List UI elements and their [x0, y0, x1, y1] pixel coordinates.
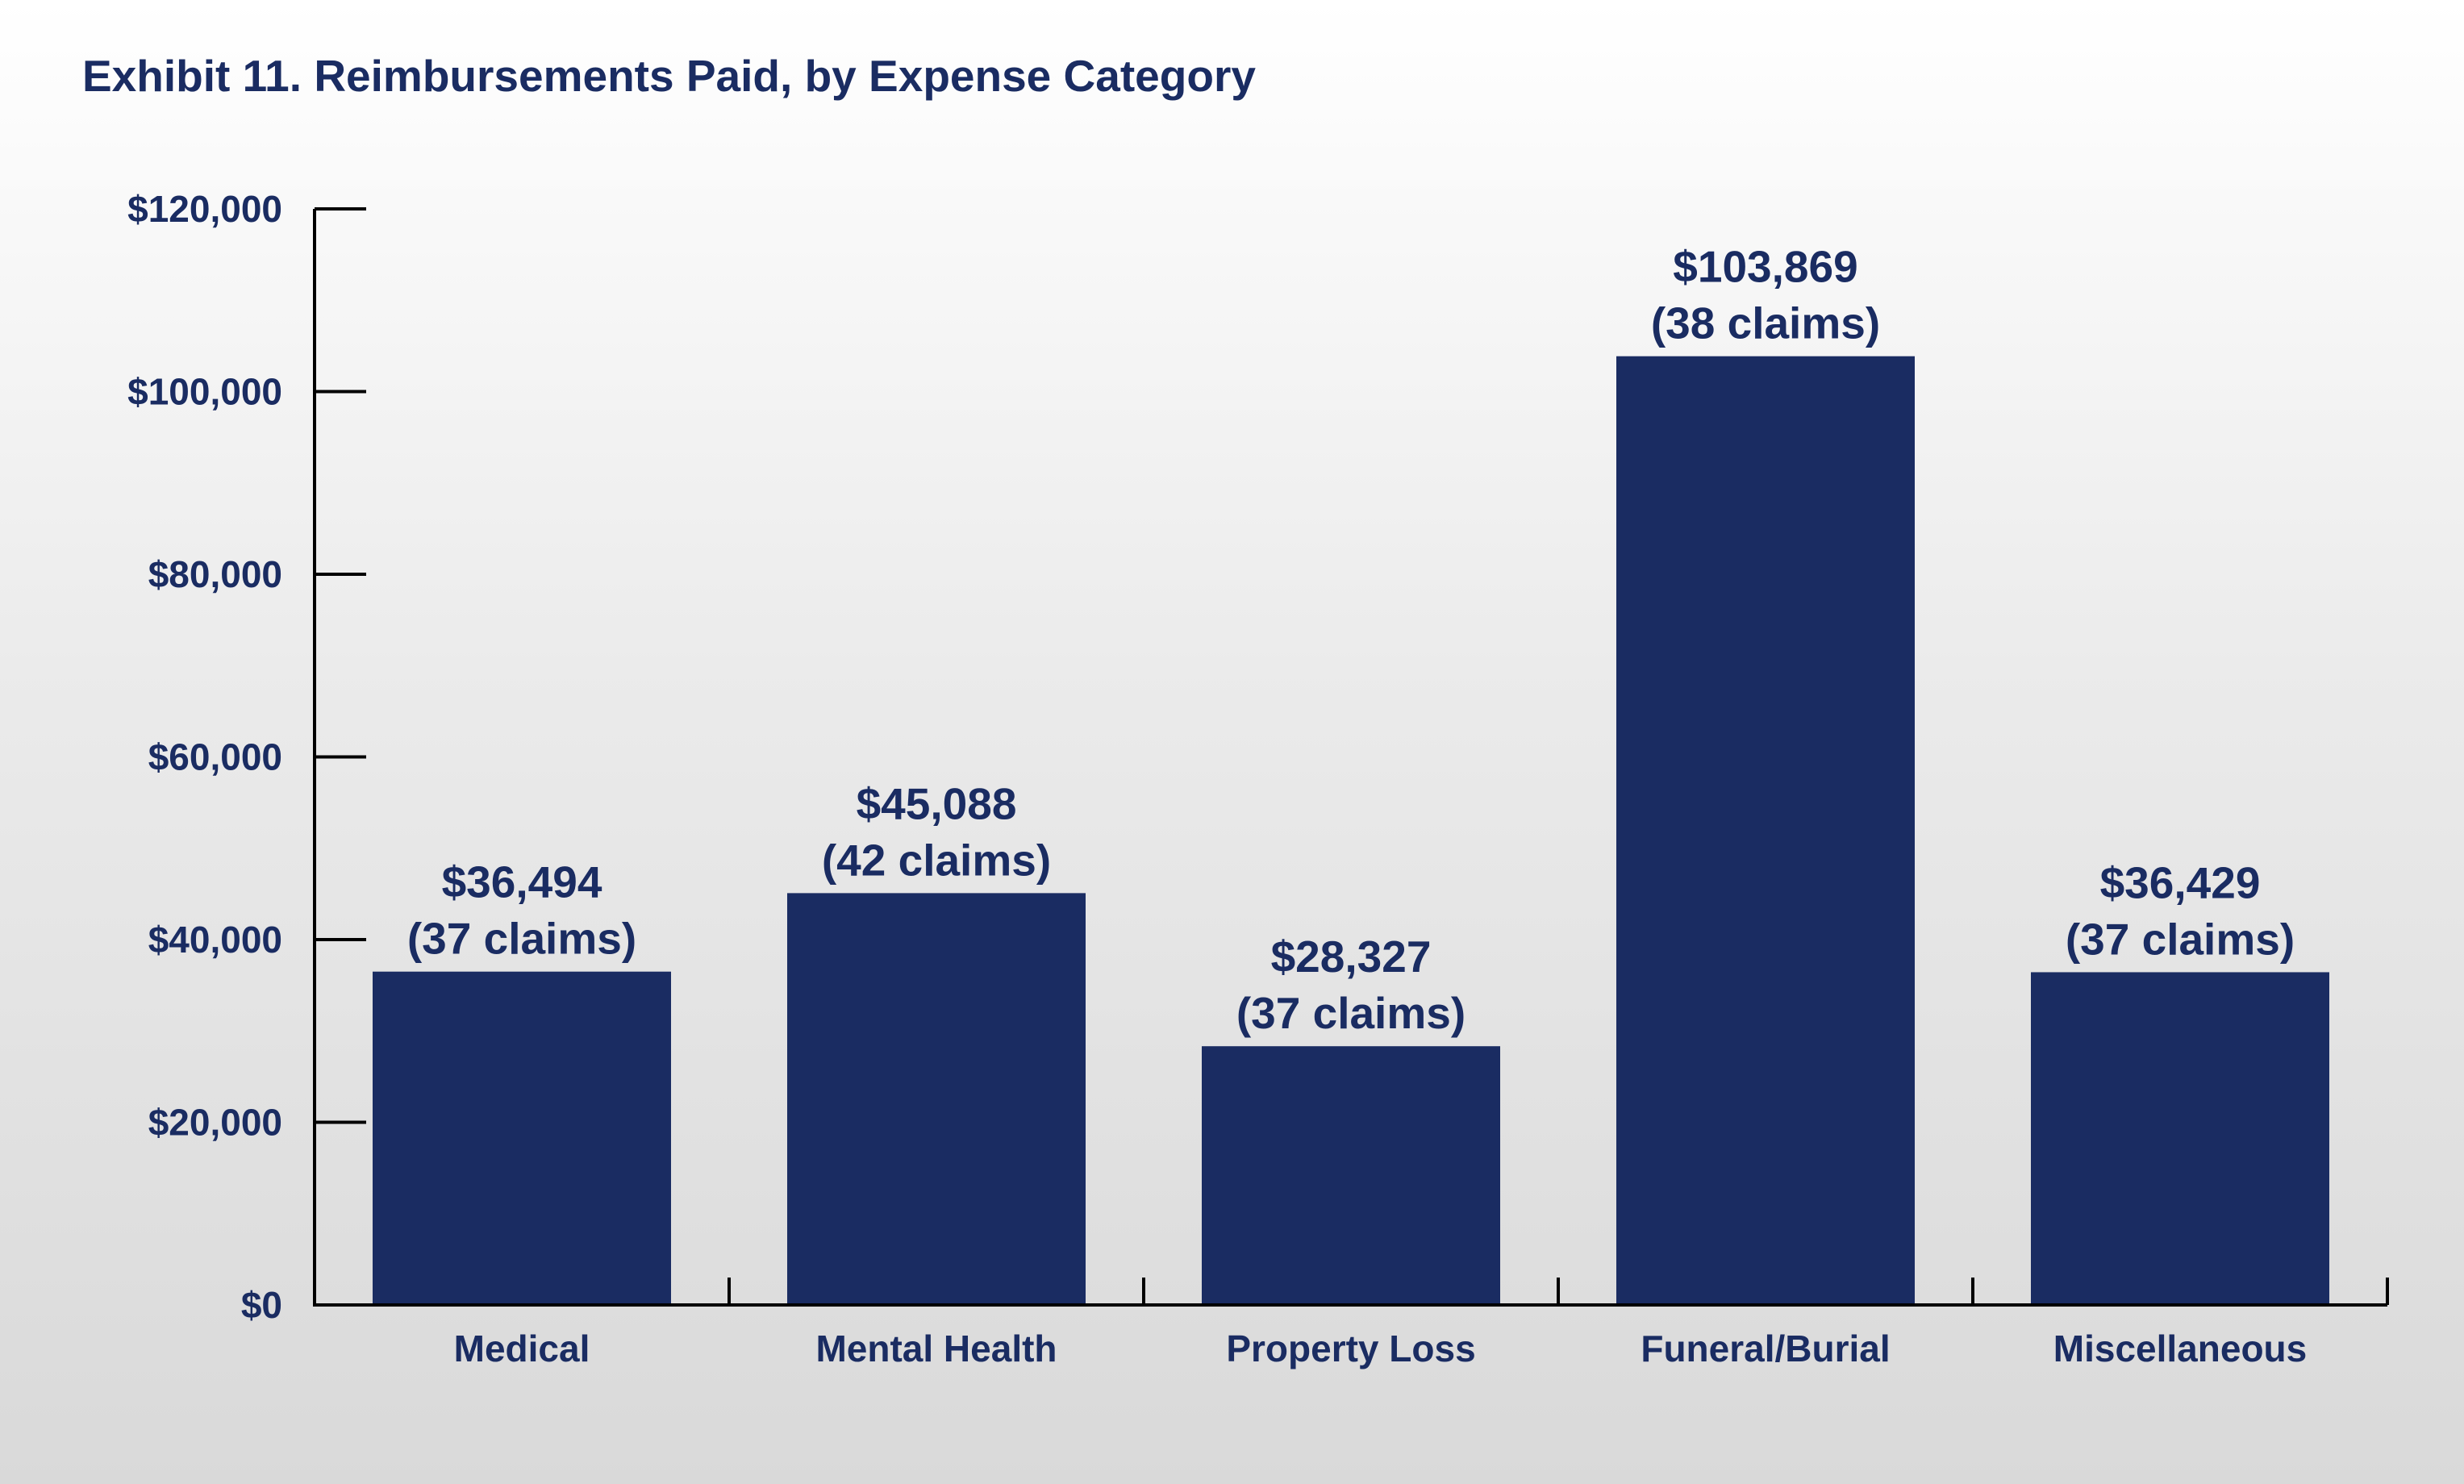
- data-label-value-2: $28,327: [1271, 932, 1432, 982]
- data-label-claims-3: (38 claims): [1651, 298, 1880, 348]
- bar-4: [2031, 972, 2329, 1305]
- y-tick-label-6: $120,000: [127, 188, 282, 230]
- y-tick-label-5: $100,000: [127, 371, 282, 413]
- bar-2: [1202, 1046, 1500, 1305]
- y-tick-label-3: $60,000: [148, 736, 282, 778]
- data-label-value-4: $36,429: [2100, 857, 2261, 907]
- bar-0: [373, 971, 671, 1305]
- y-tick-label-4: $80,000: [148, 553, 282, 595]
- x-tick-label-1: Mental Health: [815, 1328, 1057, 1369]
- y-tick-label-0: $0: [241, 1284, 282, 1326]
- data-label-value-3: $103,869: [1673, 242, 1857, 292]
- data-label-claims-4: (37 claims): [2066, 914, 2295, 964]
- data-label-claims-2: (37 claims): [1236, 988, 1465, 1038]
- x-tick-label-2: Property Loss: [1226, 1328, 1475, 1369]
- data-label-claims-1: (42 claims): [822, 835, 1051, 885]
- data-label-value-1: $45,088: [857, 778, 1017, 828]
- chart-title: Exhibit 11. Reimbursements Paid, by Expe…: [82, 51, 1256, 101]
- bar-1: [787, 893, 1086, 1305]
- x-tick-label-4: Miscellaneous: [2053, 1328, 2307, 1369]
- x-tick-label-0: Medical: [454, 1328, 590, 1369]
- y-tick-label-2: $40,000: [148, 919, 282, 961]
- bar-3: [1616, 356, 1915, 1305]
- y-tick-label-1: $20,000: [148, 1102, 282, 1144]
- data-label-claims-0: (37 claims): [407, 914, 636, 964]
- x-tick-label-3: Funeral/Burial: [1641, 1328, 1890, 1369]
- data-label-value-0: $36,494: [442, 857, 602, 907]
